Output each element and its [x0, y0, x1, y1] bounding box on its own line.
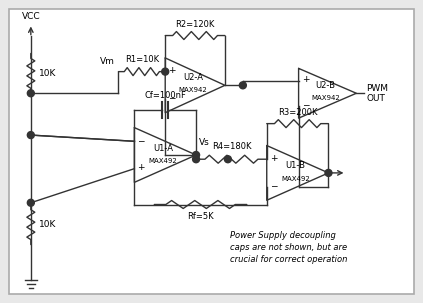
Text: MAX942: MAX942 [311, 95, 340, 101]
Circle shape [27, 199, 34, 206]
Text: Vm: Vm [99, 57, 115, 66]
Text: VCC: VCC [22, 12, 40, 21]
Text: U2-A: U2-A [183, 73, 203, 82]
Text: MAX942: MAX942 [179, 87, 207, 93]
Text: U2-B: U2-B [316, 81, 335, 90]
Text: +: + [137, 163, 145, 172]
Text: +: + [168, 66, 176, 75]
Text: MAX492: MAX492 [281, 176, 310, 182]
Text: U1-B: U1-B [286, 161, 305, 170]
Text: −: − [270, 181, 277, 190]
Circle shape [224, 156, 231, 163]
Text: U1-A: U1-A [153, 144, 173, 152]
Circle shape [239, 82, 246, 89]
Text: −: − [137, 136, 145, 145]
Text: R2=120K: R2=120K [176, 20, 215, 28]
Text: R1=10K: R1=10K [125, 55, 159, 64]
Text: −: − [302, 100, 309, 109]
Text: Rf=5K: Rf=5K [187, 212, 214, 221]
Circle shape [27, 132, 34, 138]
Text: Power Supply decoupling
caps are not shown, but are
crucial for correct operatio: Power Supply decoupling caps are not sho… [230, 231, 347, 264]
Text: Vs: Vs [199, 138, 210, 147]
Text: 10K: 10K [39, 69, 56, 78]
Circle shape [162, 68, 169, 75]
Text: −: − [168, 94, 176, 102]
Circle shape [325, 169, 332, 176]
Text: PWM
OUT: PWM OUT [366, 84, 388, 103]
Text: Cf=100nF: Cf=100nF [144, 91, 186, 100]
Text: R4=180K: R4=180K [212, 142, 251, 151]
Text: +: + [302, 75, 309, 84]
Circle shape [192, 156, 200, 163]
Circle shape [27, 90, 34, 97]
Text: R3=200K: R3=200K [278, 108, 317, 117]
Text: 10K: 10K [39, 220, 56, 229]
FancyBboxPatch shape [9, 9, 414, 294]
Text: MAX492: MAX492 [149, 158, 178, 164]
Circle shape [192, 152, 200, 158]
Text: +: + [270, 154, 277, 163]
